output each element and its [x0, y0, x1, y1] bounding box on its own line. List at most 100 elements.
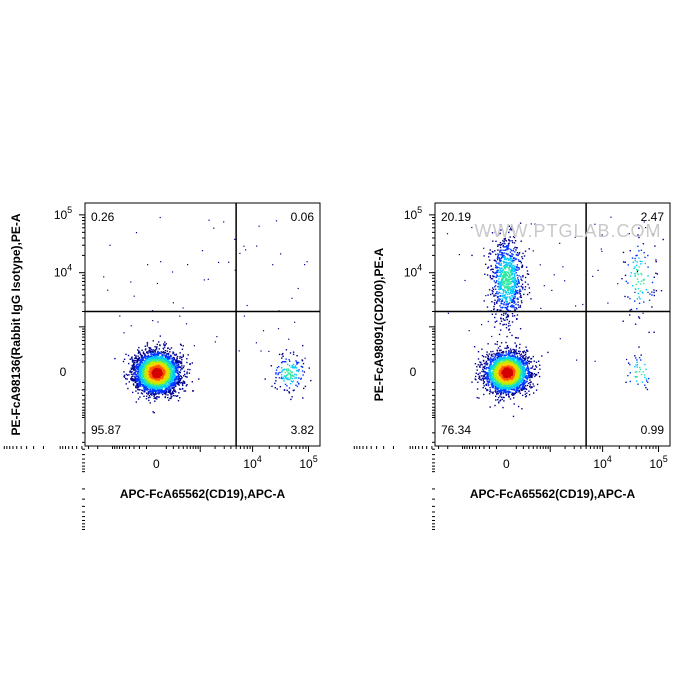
event-dot [156, 282, 158, 285]
event-dot [149, 367, 152, 369]
event-dot [135, 386, 137, 389]
event-dot [154, 391, 157, 394]
event-dot [502, 406, 504, 409]
event-dot [527, 375, 529, 377]
event-dot [140, 372, 142, 374]
event-dot [147, 388, 149, 391]
event-dot [148, 380, 151, 382]
event-dot [153, 357, 155, 359]
event-dot [159, 335, 161, 337]
event-dot [146, 381, 148, 383]
event-dot [160, 370, 162, 372]
event-dot [129, 370, 131, 372]
event-dot [179, 371, 181, 373]
event-dot [147, 264, 149, 266]
event-dot [137, 398, 140, 400]
event-dot [173, 379, 176, 381]
event-dot [178, 384, 180, 386]
event-dot [262, 330, 265, 332]
event-dot [182, 382, 185, 384]
event-dot [168, 371, 170, 373]
event-dot [285, 358, 287, 360]
event-dot [520, 359, 522, 361]
event-dot [141, 369, 144, 371]
event-dot [167, 388, 169, 391]
event-dot [146, 364, 148, 366]
event-dot [161, 368, 163, 370]
event-dot [149, 385, 151, 387]
event-dot [161, 392, 163, 394]
event-dot [154, 378, 156, 381]
event-dot [167, 396, 169, 399]
event-dot [136, 380, 139, 382]
event-dot [135, 379, 138, 381]
event-dot [134, 381, 136, 384]
event-dot [172, 362, 175, 364]
event-dot [181, 377, 183, 379]
event-dot [144, 369, 146, 371]
event-dot [172, 366, 174, 368]
event-dot [169, 367, 171, 369]
event-dot [164, 365, 166, 367]
event-dot [168, 389, 170, 391]
event-dot [486, 380, 488, 382]
event-dot [178, 392, 180, 394]
event-dot [300, 377, 302, 379]
event-dot [133, 361, 135, 364]
event-dot [489, 390, 491, 393]
event-dot [284, 371, 286, 374]
event-dot [300, 365, 302, 368]
event-dot [144, 362, 146, 364]
event-dot [260, 350, 262, 352]
event-dot [167, 370, 169, 373]
event-dot [158, 377, 160, 379]
event-dot [495, 371, 497, 373]
event-dot [182, 384, 184, 387]
event-dot [515, 346, 517, 348]
event-dot [138, 384, 140, 386]
event-dot [170, 396, 172, 398]
event-dot [295, 367, 298, 369]
event-dot [145, 383, 147, 385]
event-dot [159, 364, 161, 366]
event-dot [165, 359, 167, 361]
event-dot [157, 361, 160, 363]
event-dot [146, 377, 148, 379]
event-dot [522, 385, 524, 387]
event-dot [140, 379, 142, 382]
event-dot [176, 364, 178, 366]
event-dot [144, 379, 146, 381]
event-dot [165, 380, 167, 383]
event-dot [140, 365, 142, 367]
event-dot [142, 368, 144, 371]
event-dot [145, 365, 148, 367]
event-dot [162, 368, 164, 371]
event-dot [148, 394, 151, 397]
event-dot [148, 358, 150, 360]
event-dot [154, 376, 156, 379]
event-dot [290, 398, 292, 401]
event-dot [132, 391, 134, 394]
event-dot [145, 385, 148, 387]
event-dot [144, 390, 146, 393]
event-dot [275, 373, 277, 375]
event-dot [166, 376, 168, 379]
event-dot [300, 378, 302, 380]
event-dot [155, 393, 158, 395]
event-dot [137, 379, 140, 381]
event-dot [155, 356, 157, 358]
event-dot [157, 362, 159, 365]
event-dot [234, 238, 236, 240]
event-dot [164, 378, 166, 380]
event-dot [184, 375, 187, 378]
event-dot [223, 221, 225, 223]
event-dot [139, 396, 141, 398]
event-dot [149, 376, 151, 378]
event-dot [167, 377, 169, 380]
event-dot [491, 353, 493, 356]
event-dot [160, 366, 162, 368]
event-dot [169, 358, 171, 360]
event-dot [155, 373, 157, 375]
event-dot [164, 392, 167, 394]
event-dot [513, 352, 516, 354]
